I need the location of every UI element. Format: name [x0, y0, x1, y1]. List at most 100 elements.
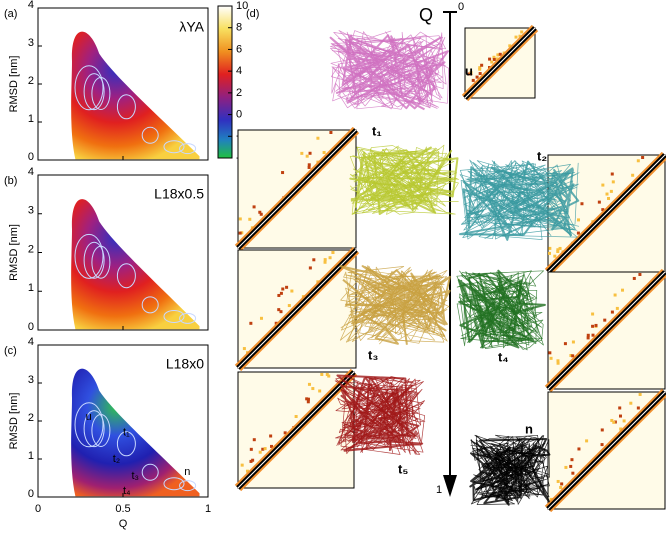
contact — [553, 254, 557, 258]
state-ellipse — [179, 312, 197, 324]
contact — [498, 52, 502, 56]
contact — [238, 217, 242, 221]
contact — [478, 67, 482, 71]
contact — [621, 288, 625, 292]
contact — [259, 212, 263, 216]
diagonal-core — [464, 27, 536, 99]
contact — [261, 447, 265, 451]
state-label: t₂ — [537, 148, 547, 163]
contact — [305, 154, 309, 158]
protein-structure — [459, 159, 580, 241]
contact — [571, 340, 575, 344]
contact — [300, 151, 304, 155]
state-ellipse — [116, 94, 136, 120]
y-tick-label: 1 — [28, 282, 34, 294]
contact — [622, 419, 626, 423]
contact — [258, 450, 262, 454]
ylabel: RMSD [nm] — [8, 56, 20, 113]
contact — [475, 75, 479, 79]
contact — [325, 373, 329, 376]
contact — [571, 471, 575, 475]
contact — [277, 293, 281, 297]
contact — [556, 359, 560, 363]
contact — [580, 202, 584, 206]
state-ellipse — [91, 245, 111, 279]
contact — [570, 458, 574, 462]
contact — [242, 347, 246, 351]
contact — [488, 57, 492, 61]
contact-map — [544, 388, 666, 513]
contact — [556, 248, 560, 252]
contact — [258, 210, 262, 214]
contact — [601, 208, 605, 212]
state-ellipse — [163, 477, 185, 491]
contact — [549, 497, 553, 501]
contact — [238, 231, 242, 235]
state-ellipse — [74, 233, 104, 279]
contact — [469, 71, 473, 75]
contact — [564, 465, 568, 469]
contact — [558, 246, 562, 250]
contact — [600, 443, 604, 447]
y-tick-label: 4 — [28, 166, 34, 178]
contact — [308, 151, 312, 155]
contact — [631, 173, 635, 177]
contact — [496, 53, 500, 57]
state-ellipse — [83, 241, 105, 279]
backbone — [340, 265, 448, 345]
contact — [322, 151, 326, 155]
contact — [577, 447, 581, 451]
q-end: 1 — [436, 484, 442, 496]
state-label: u — [86, 411, 92, 423]
density-map — [71, 368, 200, 497]
backbone — [470, 434, 550, 496]
contact — [279, 310, 283, 314]
colorbar-tick-label: 0 — [236, 108, 242, 120]
y-tick-label: 4 — [28, 0, 34, 11]
contact — [251, 458, 255, 462]
backbone — [330, 30, 446, 110]
y-tick-label: 2 — [28, 412, 34, 424]
contact — [629, 401, 633, 405]
colorbar-tick-label: 4 — [236, 65, 242, 77]
colorbar — [217, 5, 233, 159]
contact — [556, 250, 560, 254]
arrowhead — [443, 475, 457, 497]
contact — [318, 389, 322, 393]
y-tick-label: 1 — [28, 113, 34, 125]
contact — [307, 382, 311, 386]
x-tick-label: 0 — [35, 503, 41, 515]
contact — [560, 482, 564, 486]
contact — [327, 374, 331, 378]
backbone — [456, 271, 541, 351]
contact — [520, 30, 524, 34]
y-tick-label: 2 — [28, 75, 34, 87]
state-label: t₄ — [498, 349, 509, 364]
backbone — [330, 31, 443, 110]
contact-map — [234, 368, 358, 492]
panel-label: (d) — [246, 8, 259, 20]
contact — [285, 285, 289, 289]
q-start: 0 — [458, 1, 464, 13]
panel-label: (c) — [4, 345, 17, 357]
contact — [591, 333, 595, 337]
contact — [576, 231, 580, 235]
contact — [619, 414, 623, 418]
contact — [269, 434, 273, 438]
contact — [586, 333, 590, 337]
colorbar-tick-label: 6 — [236, 43, 242, 55]
state-ellipse — [91, 414, 111, 447]
contact — [610, 310, 614, 314]
contact — [563, 342, 567, 346]
contact — [609, 189, 613, 193]
contact — [252, 438, 256, 442]
contact — [638, 273, 642, 276]
contact — [240, 231, 244, 235]
panel-name: λYA — [179, 19, 204, 35]
contact — [249, 447, 253, 451]
contact — [249, 321, 253, 325]
backbone — [473, 435, 550, 505]
state-ellipse — [141, 296, 159, 314]
contact — [328, 256, 332, 260]
contact — [576, 218, 580, 222]
